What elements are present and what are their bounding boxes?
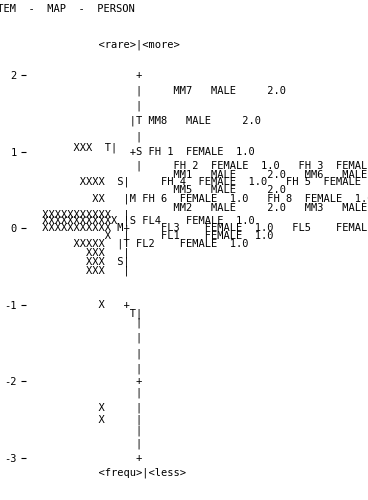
- Text: XXX   |: XXX |: [36, 266, 130, 276]
- Text: XXXX  S|     FH 4  FEMALE  1.0   FH 5  FEMALE  1.0   FH 7  FEMALE  1.0: XXXX S| FH 4 FEMALE 1.0 FH 5 FEMALE 1.0 …: [36, 177, 368, 188]
- Text: XXXXXXXXXXX  |: XXXXXXXXXXX |: [36, 209, 130, 220]
- Text: +: +: [36, 376, 142, 386]
- Text: |: |: [36, 364, 142, 374]
- Text: MM5   MALE     2.0: MM5 MALE 2.0: [36, 185, 286, 195]
- Text: XX   |M FH 6  FEMALE  1.0   FH 8  FEMALE  1.0   FL8    FEMALE  1.0: XX |M FH 6 FEMALE 1.0 FH 8 FEMALE 1.0 FL…: [36, 194, 368, 204]
- Text: +: +: [36, 452, 142, 462]
- Text: MM1   MALE     2.0   MM6   MALE     2.0: MM1 MALE 2.0 MM6 MALE 2.0: [36, 170, 368, 179]
- Text: +: +: [36, 70, 142, 80]
- Text: +S FH 1  FEMALE  1.0: +S FH 1 FEMALE 1.0: [36, 146, 255, 156]
- Text: |: |: [36, 388, 142, 398]
- Text: XXXXXXXXXXXX |S FL4    FEMALE  1.0: XXXXXXXXXXXX |S FL4 FEMALE 1.0: [36, 216, 255, 226]
- Text: |     FH 2  FEMALE  1.0   FH 3  FEMALE  1.0   FL7    FEMALE  1.0: | FH 2 FEMALE 1.0 FH 3 FEMALE 1.0 FL7 FE…: [36, 160, 368, 170]
- Text: <rare>|<more>: <rare>|<more>: [36, 39, 180, 50]
- Text: |: |: [36, 438, 142, 449]
- Text: |: |: [36, 131, 142, 141]
- Text: XXX  T|: XXX T|: [36, 142, 117, 153]
- Text: X     |: X |: [36, 402, 142, 413]
- Text: X     |: X |: [36, 414, 142, 424]
- Text: |: |: [36, 348, 142, 359]
- Text: |: |: [36, 318, 142, 328]
- Text: T|: T|: [36, 308, 142, 319]
- Text: |: |: [36, 100, 142, 111]
- Text: MM2   MALE     2.0   MM3   MALE     2.0   MM4   MALE     2.0: MM2 MALE 2.0 MM3 MALE 2.0 MM4 MALE 2.0: [36, 203, 368, 213]
- Text: |: |: [36, 426, 142, 436]
- Text: XXXXXXXXXXX M+     FL3    FEMALE  1.0   FL5    FEMALE  1.0   FL6    FEMALE  1.0: XXXXXXXXXXX M+ FL3 FEMALE 1.0 FL5 FEMALE…: [36, 223, 368, 233]
- Title: ITEM  -  MAP  -  PERSON: ITEM - MAP - PERSON: [0, 4, 135, 14]
- Text: X  |     FL1    FEMALE  1.0: X | FL1 FEMALE 1.0: [36, 230, 273, 241]
- Text: XXX   |: XXX |: [36, 248, 130, 258]
- Text: |: |: [36, 333, 142, 344]
- Text: XXXXX  |T FL2    FEMALE  1.0: XXXXX |T FL2 FEMALE 1.0: [36, 238, 248, 248]
- Text: X   +: X +: [36, 300, 130, 310]
- Text: |T MM8   MALE     2.0: |T MM8 MALE 2.0: [36, 116, 261, 126]
- Text: XXX  S|: XXX S|: [36, 256, 130, 267]
- Text: <frequ>|<less>: <frequ>|<less>: [36, 468, 186, 478]
- Text: |     MM7   MALE     2.0: | MM7 MALE 2.0: [36, 85, 286, 96]
